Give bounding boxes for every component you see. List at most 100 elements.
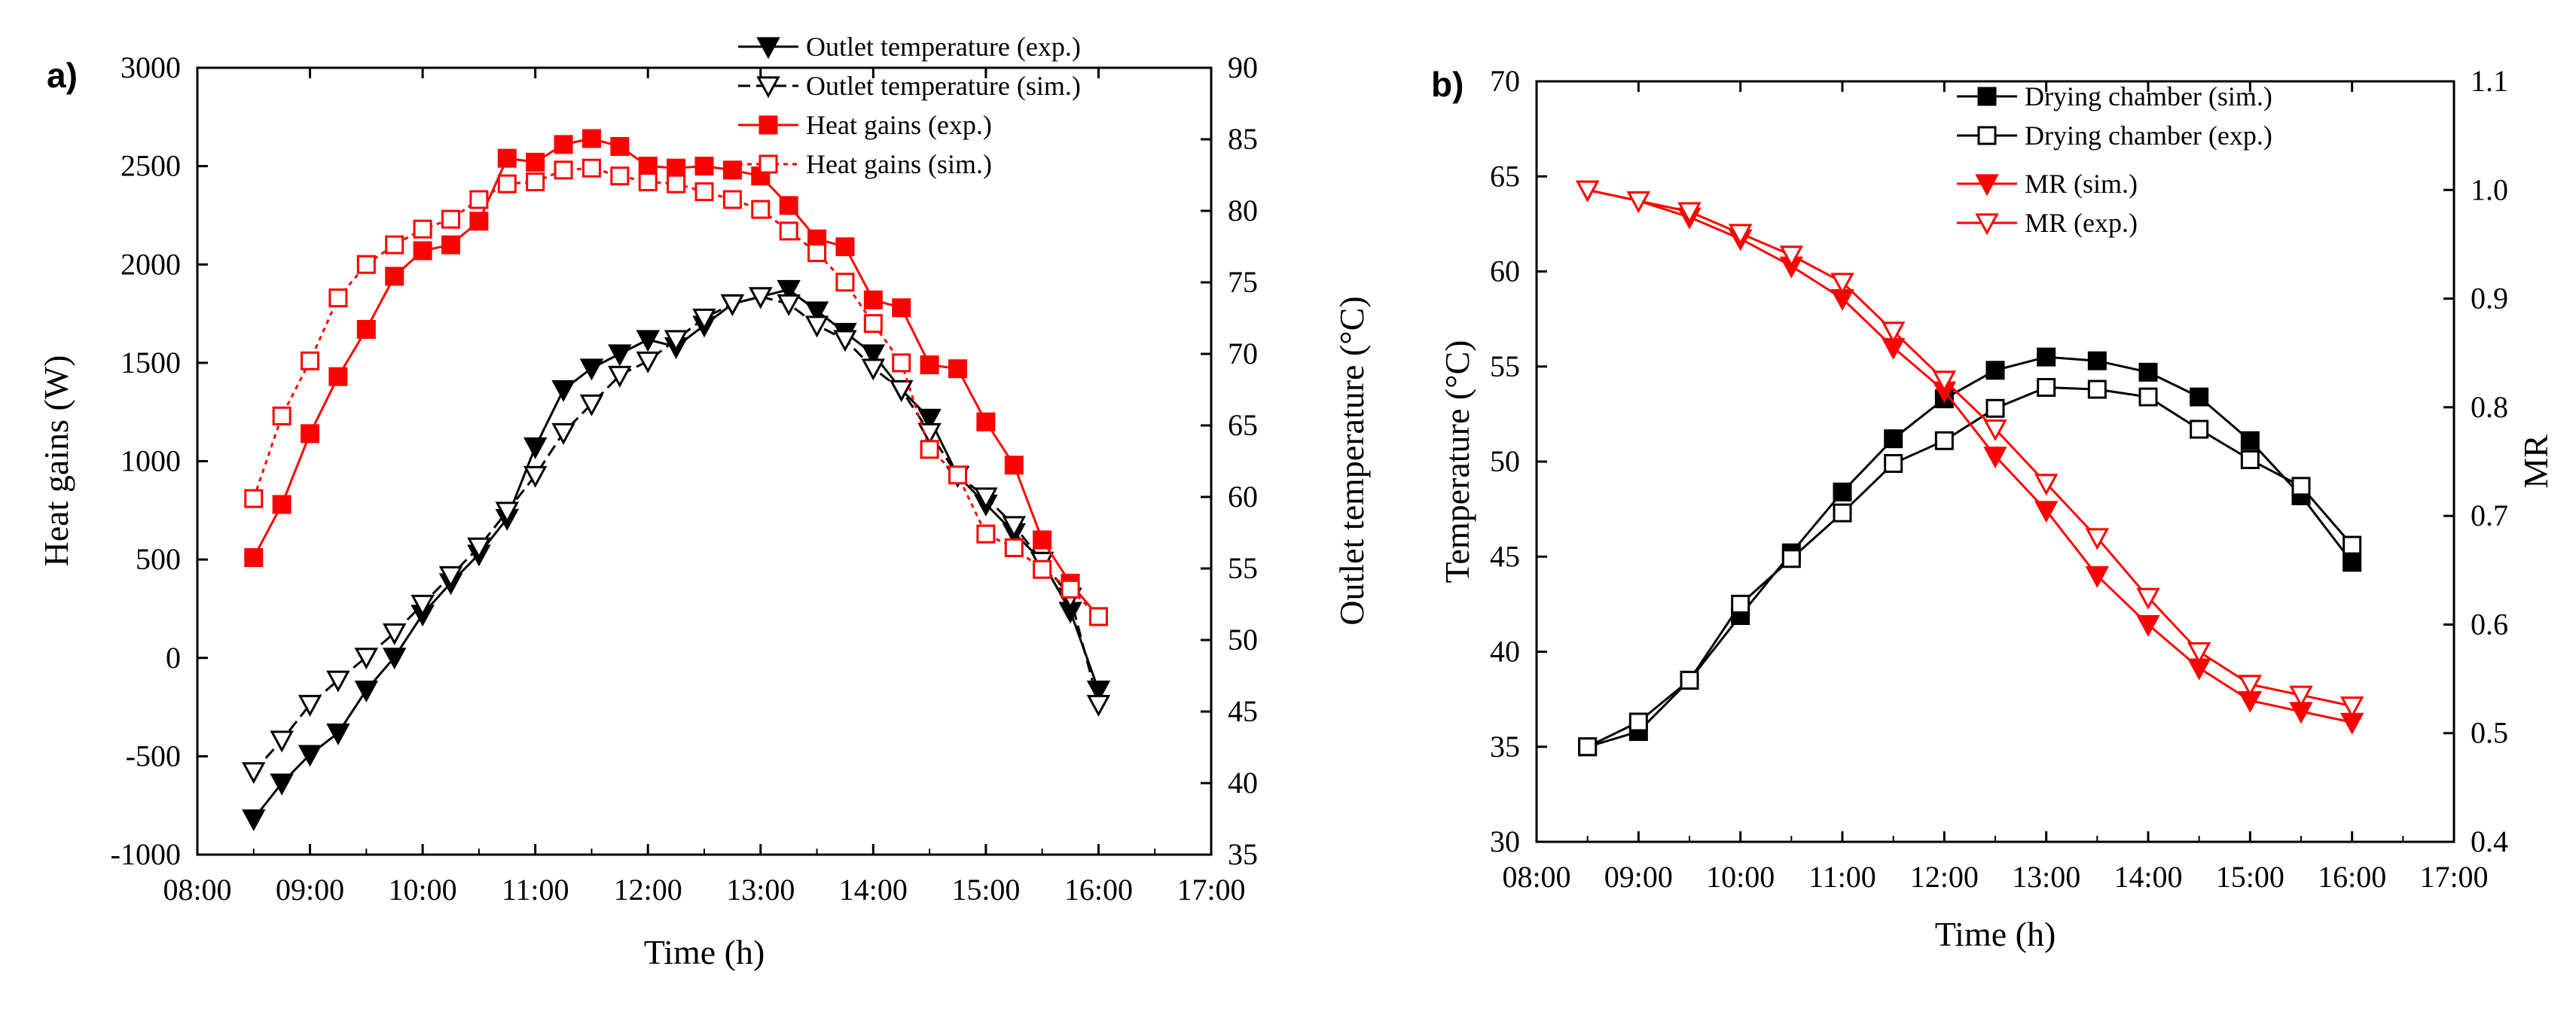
data-point bbox=[1680, 670, 1699, 690]
data-point bbox=[1578, 737, 1598, 757]
series-line bbox=[1587, 355, 2353, 748]
legend-item: Drying chamber (exp.) bbox=[1957, 120, 2272, 151]
legend-item: MR (sim.) bbox=[1957, 169, 2138, 199]
x-tick-label: 08:00 bbox=[1502, 860, 1570, 894]
data-point bbox=[749, 287, 773, 309]
data-point bbox=[804, 301, 829, 324]
data-point bbox=[667, 174, 686, 194]
data-point bbox=[777, 294, 801, 316]
data-point bbox=[354, 648, 379, 670]
data-point bbox=[270, 773, 294, 796]
legend-item: MR (exp.) bbox=[1957, 208, 2138, 238]
x-tick-label: 13:00 bbox=[726, 873, 795, 907]
left-y-tick-label: 30 bbox=[1490, 825, 1520, 858]
data-point bbox=[551, 422, 575, 445]
data-point bbox=[354, 680, 379, 703]
data-point bbox=[469, 190, 489, 209]
data-point bbox=[804, 315, 829, 338]
legend-b: Drying chamber (sim.) Drying chamber (exp… bbox=[1957, 81, 2272, 238]
data-point bbox=[356, 255, 376, 274]
data-point bbox=[2138, 362, 2158, 382]
x-tick-label: 17:00 bbox=[1177, 873, 1245, 907]
data-point bbox=[976, 524, 996, 544]
right-y-axis-a: 35 40 45 50 55 60 65 70 75 80 85 90 bbox=[1201, 50, 1258, 871]
right-y-tick-label: 0.6 bbox=[2471, 607, 2508, 641]
left-y-tick-label: 2000 bbox=[121, 247, 181, 281]
data-point bbox=[636, 330, 660, 352]
legend-item: Heat gains (exp.) bbox=[738, 110, 992, 140]
series-layer-b bbox=[1575, 180, 2364, 757]
data-point bbox=[2136, 614, 2160, 637]
x-tick-label: 08:00 bbox=[163, 873, 231, 907]
right-y-tick-label: 60 bbox=[1228, 480, 1258, 514]
data-point bbox=[581, 158, 601, 178]
data-point bbox=[244, 489, 264, 508]
left-y-tick-label: 65 bbox=[1490, 159, 1520, 193]
data-point bbox=[1881, 322, 1906, 344]
left-y-tick-label: 40 bbox=[1490, 635, 1520, 669]
right-y-tick-label: 1.0 bbox=[2471, 172, 2508, 206]
right-y-tick-label: 65 bbox=[1228, 408, 1258, 442]
data-point bbox=[2187, 642, 2211, 664]
data-point bbox=[2085, 528, 2110, 550]
data-point bbox=[467, 537, 491, 559]
data-point bbox=[722, 160, 742, 180]
data-point bbox=[579, 358, 604, 381]
legend-label: Outlet temperature (exp.) bbox=[806, 32, 1081, 62]
data-point bbox=[298, 745, 322, 767]
right-y-axis-title-a: Outlet temperature (°C) bbox=[1332, 296, 1371, 625]
data-point bbox=[920, 355, 939, 374]
right-y-tick-label: 1.1 bbox=[2471, 64, 2508, 98]
data-point bbox=[1628, 712, 1648, 732]
data-point bbox=[1033, 559, 1052, 579]
data-point bbox=[1728, 224, 1753, 246]
right-y-tick-label: 35 bbox=[1228, 837, 1258, 871]
left-y-tick-label: 3000 bbox=[121, 50, 181, 84]
data-point bbox=[667, 158, 686, 178]
data-point bbox=[1061, 579, 1080, 599]
left-y-tick-label: 45 bbox=[1490, 539, 1520, 573]
data-point bbox=[272, 406, 291, 425]
data-point bbox=[694, 182, 714, 202]
data-point bbox=[1985, 361, 2005, 380]
data-point bbox=[413, 219, 432, 239]
legend-label: Heat gains (sim.) bbox=[806, 149, 992, 179]
data-point bbox=[948, 359, 967, 379]
left-y-tick-label: 1500 bbox=[121, 346, 181, 380]
left-y-tick-label: 0 bbox=[166, 641, 181, 675]
data-point bbox=[579, 394, 604, 416]
data-point bbox=[328, 367, 348, 386]
data-point bbox=[1932, 370, 1957, 393]
x-tick-label: 13:00 bbox=[2012, 860, 2080, 894]
data-point bbox=[301, 424, 320, 444]
left-y-axis-b: 30 35 40 45 50 55 60 65 70 bbox=[1490, 64, 1547, 858]
data-point bbox=[382, 623, 407, 645]
data-point bbox=[1086, 694, 1111, 717]
data-point bbox=[526, 152, 545, 172]
right-y-tick-label: 0.5 bbox=[2471, 716, 2508, 750]
data-point bbox=[920, 440, 939, 459]
data-point bbox=[497, 174, 517, 194]
data-point bbox=[581, 129, 601, 148]
data-point bbox=[610, 166, 630, 186]
legend-marker bbox=[1975, 213, 1999, 236]
x-tick-label: 14:00 bbox=[2114, 860, 2182, 894]
data-point bbox=[2343, 535, 2362, 555]
legend-marker bbox=[758, 154, 778, 174]
data-point bbox=[497, 148, 517, 168]
data-point bbox=[2136, 587, 2160, 610]
data-point bbox=[638, 172, 658, 192]
data-point bbox=[1002, 516, 1027, 538]
legend-label: Heat gains (exp.) bbox=[806, 110, 992, 140]
data-point bbox=[554, 160, 573, 180]
chart-panel-a: a) 08:00 09:00 10:00 11:00 12:00 13:00 14:00 15… bbox=[37, 32, 1371, 971]
right-y-tick-label: 55 bbox=[1228, 551, 1258, 585]
data-point bbox=[917, 408, 942, 431]
data-point bbox=[272, 495, 291, 514]
data-point bbox=[835, 273, 855, 292]
data-point bbox=[438, 565, 463, 588]
data-point bbox=[326, 723, 350, 745]
data-point bbox=[441, 235, 460, 255]
x-tick-label: 11:00 bbox=[1808, 860, 1876, 894]
